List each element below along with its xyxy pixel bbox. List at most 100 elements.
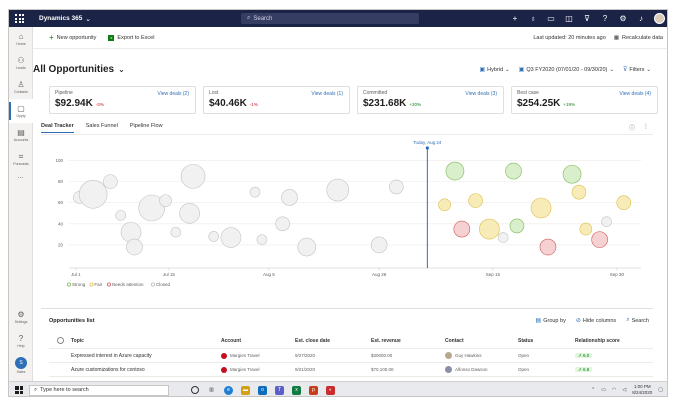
cortana-icon[interactable] <box>191 386 199 394</box>
x-tick-label: Jul 15 <box>163 272 176 277</box>
app-icon[interactable]: ◐ <box>326 385 335 395</box>
tab-pipeline-flow[interactable]: Pipeline Flow <box>129 123 163 129</box>
row-contact[interactable]: Guy Hawkins <box>445 352 482 359</box>
outlook-icon[interactable]: o <box>258 385 267 395</box>
list-search-button[interactable]: ⌕ Search <box>626 317 649 324</box>
view-selector[interactable]: All Opportunities ⌄ <box>33 64 125 75</box>
clock[interactable]: 1:00 PM 8/24/2020 <box>632 384 652 396</box>
info-icon[interactable]: ⓘ <box>628 126 635 132</box>
row-score: ↗ 6.8 <box>575 366 593 373</box>
nav-more-button[interactable]: ... <box>17 173 24 180</box>
file-explorer-icon[interactable]: ▬ <box>241 385 250 395</box>
legend-label: Closed <box>156 282 171 287</box>
deal-bubble <box>170 226 182 238</box>
chevron-up-icon[interactable]: ⌃ <box>591 387 596 393</box>
global-search-input[interactable]: ⌕ Search <box>241 13 419 24</box>
row-contact[interactable]: Alfonso Dawson <box>445 366 488 373</box>
row-status: Open <box>518 367 530 372</box>
plus-icon[interactable]: + <box>512 14 518 23</box>
wifi-icon[interactable]: ◠ <box>612 387 617 393</box>
column-header-close-date[interactable]: Est. close date <box>295 337 331 344</box>
list-title: Opportunities list <box>49 318 95 324</box>
export-excel-button[interactable]: x Export to Excel <box>108 34 154 41</box>
nav-item-user[interactable]: S Sales <box>9 353 33 377</box>
battery-icon[interactable]: ▭ <box>601 387 606 393</box>
kpi-value: $40.46K -1% <box>209 98 344 109</box>
nav-item-contacts[interactable]: ♙ Contacts <box>9 75 33 99</box>
row-revenue: $30000.00 <box>371 353 393 358</box>
row-topic[interactable]: Azure customizations for contoso <box>71 366 145 373</box>
column-header-revenue[interactable]: Est. revenue <box>371 337 401 344</box>
notifications-icon[interactable]: ▢ <box>658 387 663 393</box>
volume-icon[interactable]: ◁ <box>622 387 627 393</box>
help-icon: ? <box>18 333 24 343</box>
y-tick-label: 40 <box>58 221 64 226</box>
deal-bubble <box>159 194 172 207</box>
nav-item-opportunities[interactable]: ▢ Oppty <box>9 99 33 123</box>
row-account[interactable]: Margies Travel <box>221 352 260 359</box>
table-row[interactable]: Azure customizations for contoso Margies… <box>49 363 653 377</box>
hybrid-toggle[interactable]: ▣ Hybrid ⌄ <box>480 66 510 74</box>
column-header-status[interactable]: Status <box>518 337 534 344</box>
deal-bubble <box>539 238 557 256</box>
assistant-icon[interactable]: ◫ <box>565 14 573 23</box>
nav-item-settings[interactable]: ⚙ Settings <box>9 305 33 329</box>
app-launcher-icon[interactable] <box>15 14 29 24</box>
nav-item-home[interactable]: ⌂ Home <box>9 27 33 51</box>
period-label: Q3 FY2020 (07/01/20 - 09/30/20) <box>526 66 608 73</box>
kpi-view-deals-link[interactable]: View deals (2) <box>157 91 189 97</box>
user-avatar[interactable] <box>654 13 665 24</box>
nav-item-accounts[interactable]: ▤ Accounts <box>9 123 33 147</box>
help-icon[interactable]: ? <box>602 14 608 23</box>
nav-item-forecasts[interactable]: ⌗ Forecasts <box>9 147 33 171</box>
teams-icon[interactable]: T <box>275 385 284 395</box>
deal-bubble <box>370 236 388 254</box>
kpi-view-deals-link[interactable]: View deals (3) <box>465 91 497 97</box>
deal-bubble <box>120 221 142 243</box>
kpi-view-deals-link[interactable]: View deals (4) <box>619 91 651 97</box>
excel-icon[interactable]: x <box>292 385 301 395</box>
new-opportunity-label: New opportunity <box>56 34 97 41</box>
edge-icon[interactable]: e <box>224 385 233 395</box>
deal-tracker-chart: 100 80 60 40 20 Jul 1 Jul 15 Aug 5 Aug 26 Sep 15 S… <box>55 140 641 287</box>
column-header-contact[interactable]: Contact <box>445 337 464 344</box>
select-all-checkbox[interactable] <box>49 337 71 344</box>
chevron-down-icon: ⌄ <box>609 66 614 73</box>
powerpoint-icon[interactable]: p <box>309 385 318 395</box>
column-header-score[interactable]: Relationship score <box>575 337 620 344</box>
row-account[interactable]: Margies Travel <box>221 366 260 373</box>
tab-deal-tracker[interactable]: Deal Tracker <box>41 123 74 133</box>
new-opportunity-button[interactable]: + New opportunity <box>49 33 96 42</box>
filters-button[interactable]: ⊽ Filters ⌄ <box>623 66 651 74</box>
score-value: 6.8 <box>583 366 590 372</box>
kpi-card-best-case: Best case View deals (4) $254.25K +19% <box>511 86 658 114</box>
kpi-view-deals-link[interactable]: View deals (1) <box>311 91 343 97</box>
column-header-account[interactable]: Account <box>221 337 241 344</box>
y-tick-label: 100 <box>55 158 63 163</box>
more-icon[interactable]: ⋮ <box>643 124 649 130</box>
nav-label: Accounts <box>13 137 29 142</box>
tab-sales-funnel[interactable]: Sales Funnel <box>85 123 118 129</box>
legend-label: Needs attention <box>112 282 144 287</box>
taskbar-search-input[interactable]: ⌕ Type here to search <box>29 384 169 396</box>
bell-icon[interactable]: ♪ <box>639 14 643 23</box>
filter-icon[interactable]: ⊽ <box>584 14 590 23</box>
app-title[interactable]: Dynamics 365 ⌄ <box>39 15 91 23</box>
chat-icon[interactable]: ▭ <box>547 14 555 23</box>
period-selector[interactable]: ▣ Q3 FY2020 (07/01/20 - 09/30/20) ⌄ <box>519 66 614 74</box>
settings-icon[interactable]: ⚙ <box>619 14 627 23</box>
hide-columns-button[interactable]: ⊘ Hide columns <box>576 317 616 325</box>
row-topic[interactable]: Expressed interest in Azure capacity <box>71 352 152 359</box>
kpi-card-committed: Committed View deals (3) $231.68K +20% <box>357 86 504 114</box>
nav-item-help[interactable]: ? Help <box>9 329 33 353</box>
nav-item-leads[interactable]: ⚇ Leads <box>9 51 33 75</box>
lightbulb-icon[interactable]: ♁ <box>530 14 536 23</box>
table-row[interactable]: Expressed interest in Azure capacity Mar… <box>49 349 653 363</box>
recalculate-button[interactable]: ▦ Recalculate data <box>614 35 663 41</box>
forecasts-icon: ⌗ <box>18 151 24 161</box>
column-header-topic[interactable]: Topic <box>71 337 84 344</box>
search-placeholder: Search <box>253 15 273 22</box>
windows-start-icon[interactable] <box>15 386 23 394</box>
task-view-icon[interactable]: ▥ <box>209 387 214 393</box>
group-by-button[interactable]: ▤ Group by <box>536 317 566 325</box>
